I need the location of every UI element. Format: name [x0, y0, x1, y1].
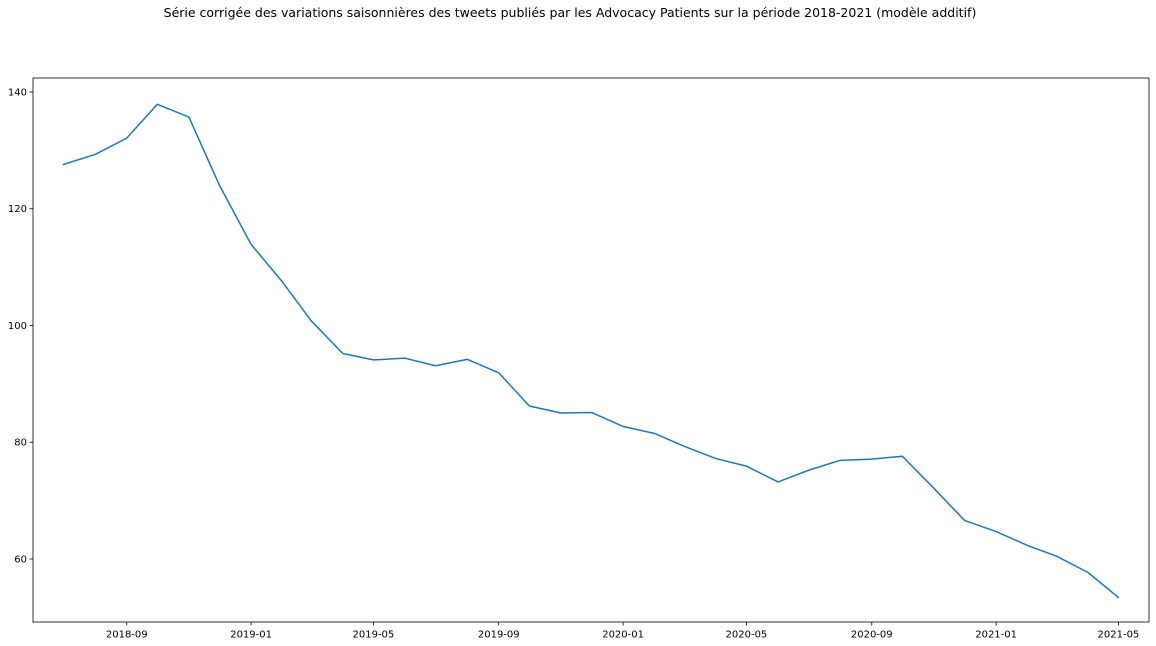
x-tick-label-2019-09: 2019-09 [478, 630, 520, 641]
chart-title: Série corrigée des variations saisonnièr… [164, 5, 977, 20]
x-tick-label-2021-05: 2021-05 [1098, 630, 1140, 641]
y-tick-label-100: 100 [8, 321, 27, 332]
series-line-0 [62, 103, 1120, 599]
y-tick-label-60: 60 [14, 554, 27, 565]
x-tick-label-2019-05: 2019-05 [353, 630, 395, 641]
x-tick-label-2019-01: 2019-01 [230, 630, 272, 641]
plot-frame [32, 77, 1150, 623]
plot-area: 60 80 100 120 140 2018-09 2019-01 2019-05 2019-0… [8, 77, 1150, 641]
x-tick-label-2020-05: 2020-05 [726, 630, 768, 641]
y-tick-label-80: 80 [14, 438, 27, 449]
x-tick-label-2020-01: 2020-01 [602, 630, 644, 641]
x-tick-label-2021-01: 2021-01 [975, 630, 1017, 641]
y-tick-label-140: 140 [8, 88, 27, 99]
x-tick-label-2018-09: 2018-09 [106, 630, 148, 641]
x-tick-label-2020-09: 2020-09 [851, 630, 893, 641]
y-tick-label-120: 120 [8, 204, 27, 215]
